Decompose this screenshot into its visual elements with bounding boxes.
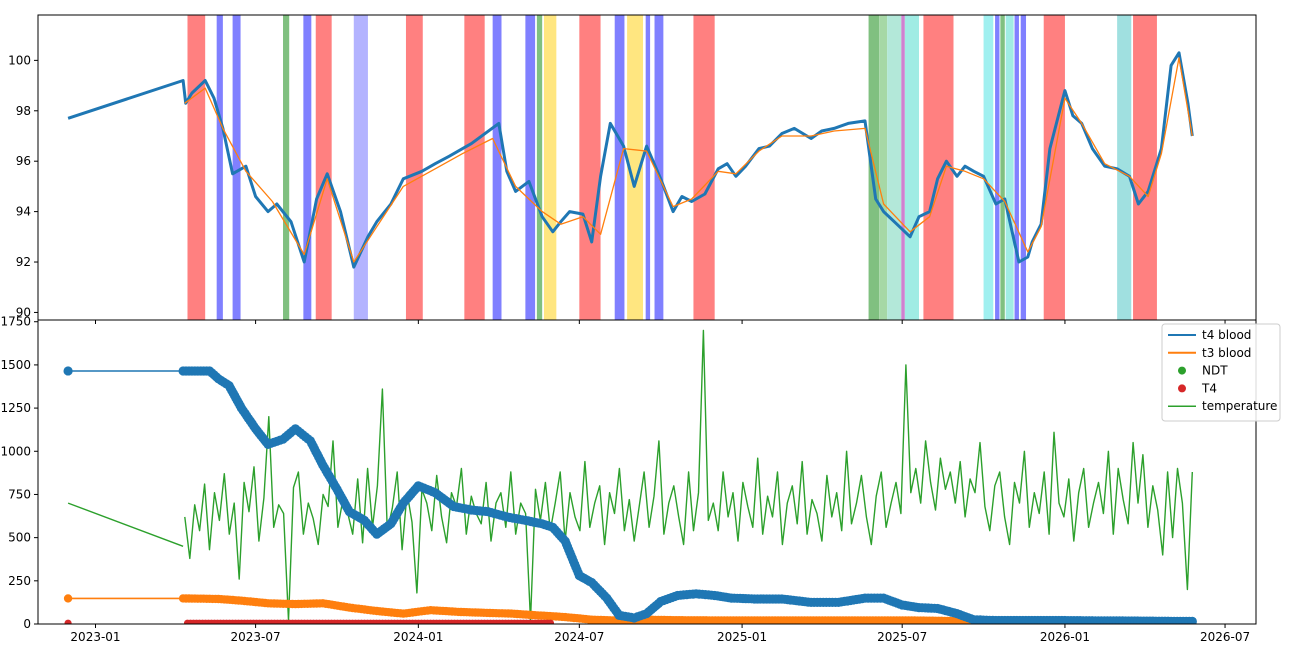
highlight-band (868, 15, 880, 320)
temperature-line-head (67, 502, 184, 547)
top-y-tick-label: 98 (16, 104, 31, 118)
top-y-tick-label: 90 (16, 305, 31, 319)
highlight-band (1020, 15, 1027, 320)
x-tick-label: 2023-01 (70, 630, 120, 644)
legend-label: temperature (1202, 399, 1277, 413)
t4-blood-marker (1187, 616, 1197, 624)
highlight-band (654, 15, 664, 320)
bottom-y-tick-label: 250 (8, 574, 31, 588)
top-y-tick-label: 92 (16, 255, 31, 269)
t4-marker (64, 619, 72, 624)
x-tick-label: 2025-07 (877, 630, 927, 644)
top-series-smoothed-line (184, 57, 1193, 263)
x-tick-label: 2026-01 (1040, 630, 1090, 644)
highlight-band (879, 15, 888, 320)
legend: t4 blood t3 blood NDT T4 temperature (1161, 323, 1281, 422)
bottom-y-tick-label: 1000 (0, 444, 31, 458)
temperature-line (184, 329, 1193, 622)
bottom-panel: 0 250 500 750 1000 1250 1500 1750 2023-01 2023-07… (0, 315, 1257, 644)
t4-marker (547, 619, 554, 624)
highlight-band (1005, 15, 1014, 320)
highlight-band (464, 15, 485, 320)
top-y-tick-label: 100 (8, 53, 31, 67)
t3-blood-marker (63, 594, 73, 603)
x-tick-label: 2024-07 (554, 630, 604, 644)
highlight-band (1000, 15, 1005, 320)
highlight-band (216, 15, 223, 320)
legend-entry: t3 blood (1168, 346, 1251, 360)
x-tick-label: 2024-01 (393, 630, 443, 644)
highlight-band (887, 15, 902, 320)
highlight-band (614, 15, 625, 320)
highlight-band (1117, 15, 1132, 320)
legend-entry: t4 blood (1168, 328, 1251, 342)
highlight-band (1133, 15, 1157, 320)
bottom-y-tick-label: 750 (8, 487, 31, 501)
highlight-band (995, 15, 1000, 320)
highlight-band (187, 15, 206, 320)
t4-blood-markers (63, 366, 1197, 624)
highlight-band (303, 15, 312, 320)
highlight-band (492, 15, 502, 320)
x-tick-label: 2025-01 (717, 630, 767, 644)
bottom-y-tick-label: 1250 (0, 401, 31, 415)
highlight-band (315, 15, 332, 320)
highlight-band (983, 15, 994, 320)
highlight-band (405, 15, 423, 320)
legend-entry: temperature (1168, 399, 1277, 413)
legend-label: t3 blood (1202, 346, 1251, 360)
highlight-band (904, 15, 919, 320)
highlight-band (1043, 15, 1065, 320)
highlight-band (232, 15, 241, 320)
t4-blood-marker (63, 366, 73, 376)
legend-marker (1178, 366, 1186, 375)
highlight-band (283, 15, 290, 320)
bottom-y-tick-label: 0 (23, 617, 31, 631)
bottom-y-tick-label: 1500 (0, 358, 31, 372)
bottom-y-tick-label: 500 (8, 531, 31, 545)
highlight-band (525, 15, 536, 320)
bottom-y-tick-label: 1750 (0, 315, 31, 329)
highlight-band (1014, 15, 1019, 320)
highlight-band (579, 15, 601, 320)
highlight-band (353, 15, 368, 320)
x-tick-label: 2026-07 (1200, 630, 1250, 644)
highlight-band (543, 15, 557, 320)
x-tick-label: 2023-07 (231, 630, 281, 644)
highlight-band (901, 15, 905, 320)
top-y-tick-label: 94 (16, 205, 31, 219)
highlight-band (923, 15, 954, 320)
highlight-band (693, 15, 715, 320)
legend-entry: NDT (1178, 364, 1228, 378)
top-y-tick-label: 96 (16, 154, 31, 168)
legend-marker (1178, 384, 1186, 393)
t4-markers (64, 619, 554, 624)
legend-label: T4 (1201, 381, 1217, 395)
legend-label: t4 blood (1202, 328, 1251, 342)
legend-box (1161, 323, 1281, 422)
top-panel: 90 92 94 96 98 100 (8, 14, 1257, 324)
bottom-axes-frame (37, 319, 1257, 625)
highlight-band (536, 15, 543, 320)
legend-entry: T4 (1178, 381, 1217, 395)
highlight-band (627, 15, 644, 320)
top-bands (187, 15, 1157, 320)
top-series-raw-line (67, 51, 1194, 269)
legend-label: NDT (1202, 364, 1228, 378)
highlight-band (645, 15, 651, 320)
